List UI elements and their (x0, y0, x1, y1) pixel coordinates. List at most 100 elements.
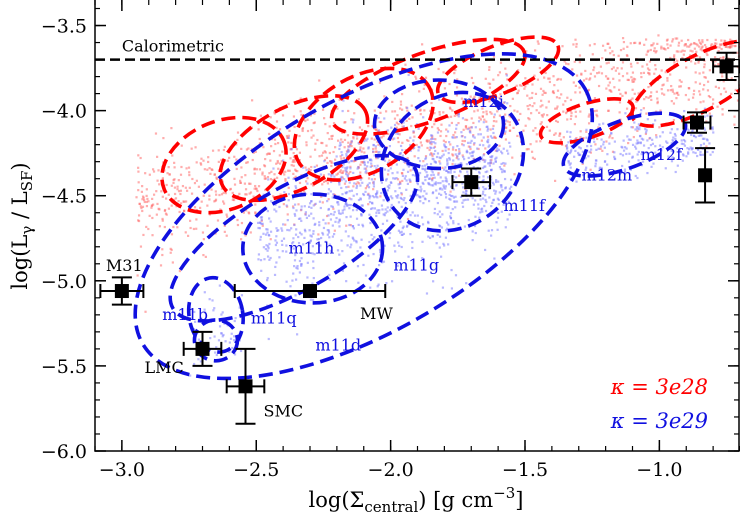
blue-sim-point (403, 196, 406, 200)
red-sim-point (622, 40, 626, 44)
blue-sim-point (424, 156, 428, 159)
red-sim-point (264, 177, 267, 180)
red-sim-point (485, 113, 488, 116)
blue-sim-point (484, 209, 488, 213)
blue-sim-point (229, 337, 233, 340)
red-sim-point (338, 170, 341, 173)
blue-sim-point (329, 218, 333, 221)
red-sim-point (647, 96, 650, 99)
blue-sim-point (428, 183, 431, 186)
blue-sim-point (363, 163, 366, 167)
blue-sim-point (448, 197, 451, 200)
blue-sim-point (454, 163, 457, 166)
blue-sim-point (260, 222, 263, 226)
red-sim-point (693, 57, 696, 60)
red-sim-point (233, 177, 236, 180)
red-sim-point (454, 68, 457, 72)
blue-sim-point (306, 182, 309, 185)
blue-sim-point (486, 170, 489, 173)
blue-sim-point (330, 173, 333, 176)
blue-sim-point (388, 231, 392, 235)
red-sim-point (650, 91, 653, 94)
blue-sim-point (293, 259, 297, 262)
blue-sim-point (349, 142, 352, 146)
red-sim-point (291, 160, 294, 164)
red-sim-point (451, 162, 454, 166)
blue-sim-point (420, 188, 423, 191)
blue-sim-point (278, 256, 281, 259)
blue-sim-point (567, 141, 570, 144)
red-sim-point (451, 154, 455, 157)
red-sim-point (655, 50, 658, 53)
blue-sim-point (371, 238, 374, 241)
red-sim-point (304, 180, 308, 183)
red-sim-point (472, 143, 476, 146)
blue-sim-point (340, 186, 343, 190)
blue-sim-point (487, 162, 490, 165)
red-sim-point (529, 143, 532, 146)
red-sim-point (343, 182, 347, 185)
blue-sim-point (419, 190, 423, 193)
blue-sim-point (228, 350, 231, 353)
red-sim-point (593, 110, 596, 113)
blue-sim-point (489, 155, 492, 158)
blue-sim-point (437, 181, 440, 185)
red-sim-point (656, 100, 659, 103)
blue-sim-point (393, 177, 397, 180)
red-sim-point (634, 107, 638, 110)
blue-sim-point (690, 139, 693, 142)
red-sim-point (631, 79, 634, 82)
red-sim-point (215, 176, 218, 179)
red-sim-point (673, 92, 676, 95)
blue-sim-point (414, 174, 417, 177)
red-sim-point (209, 172, 212, 175)
blue-sim-point (667, 155, 670, 158)
red-sim-point (540, 114, 543, 117)
red-sim-point (210, 188, 213, 191)
red-sim-point (697, 61, 700, 64)
blue-sim-point (639, 141, 642, 144)
red-sim-point (211, 168, 214, 172)
red-sim-point (548, 129, 551, 132)
red-sim-point (704, 76, 707, 79)
red-sim-point (690, 60, 693, 63)
red-sim-point (703, 65, 706, 69)
blue-sim-point (352, 227, 355, 230)
blue-sim-point (300, 219, 303, 223)
red-sim-point (338, 98, 341, 101)
blue-sim-point (494, 190, 498, 193)
blue-sim-point (477, 203, 480, 206)
blue-sim-point (341, 165, 344, 169)
blue-sim-point (505, 74, 508, 77)
blue-sim-point (476, 147, 479, 150)
blue-sim-point (296, 264, 299, 268)
red-sim-point (273, 111, 276, 114)
x-tick-label: −1.0 (636, 459, 682, 481)
blue-sim-point (480, 156, 483, 159)
blue-sim-point (479, 211, 482, 214)
blue-sim-point (509, 178, 513, 181)
red-sim-point (442, 111, 445, 114)
blue-sim-point (362, 192, 365, 196)
blue-sim-point (292, 241, 295, 244)
red-sim-point (484, 77, 487, 80)
blue-sim-point (469, 131, 472, 134)
red-sim-point (608, 46, 611, 49)
red-sim-point (506, 78, 509, 81)
red-sim-point (332, 207, 335, 210)
red-sim-point (273, 138, 277, 141)
red-sim-point (736, 99, 740, 102)
red-sim-point (177, 179, 180, 182)
red-sim-point (245, 148, 249, 151)
blue-sim-point (402, 232, 405, 235)
red-sim-point (388, 159, 391, 162)
blue-sim-point (457, 158, 460, 161)
blue-sim-point (478, 216, 481, 219)
red-sim-point (595, 113, 598, 116)
red-sim-point (287, 141, 290, 144)
red-sim-point (637, 92, 640, 95)
blue-sim-point (375, 167, 378, 170)
red-sim-point (573, 60, 576, 63)
legend-kappa-3e28: κ = 3e28 (610, 375, 708, 399)
blue-sim-point (266, 231, 269, 234)
